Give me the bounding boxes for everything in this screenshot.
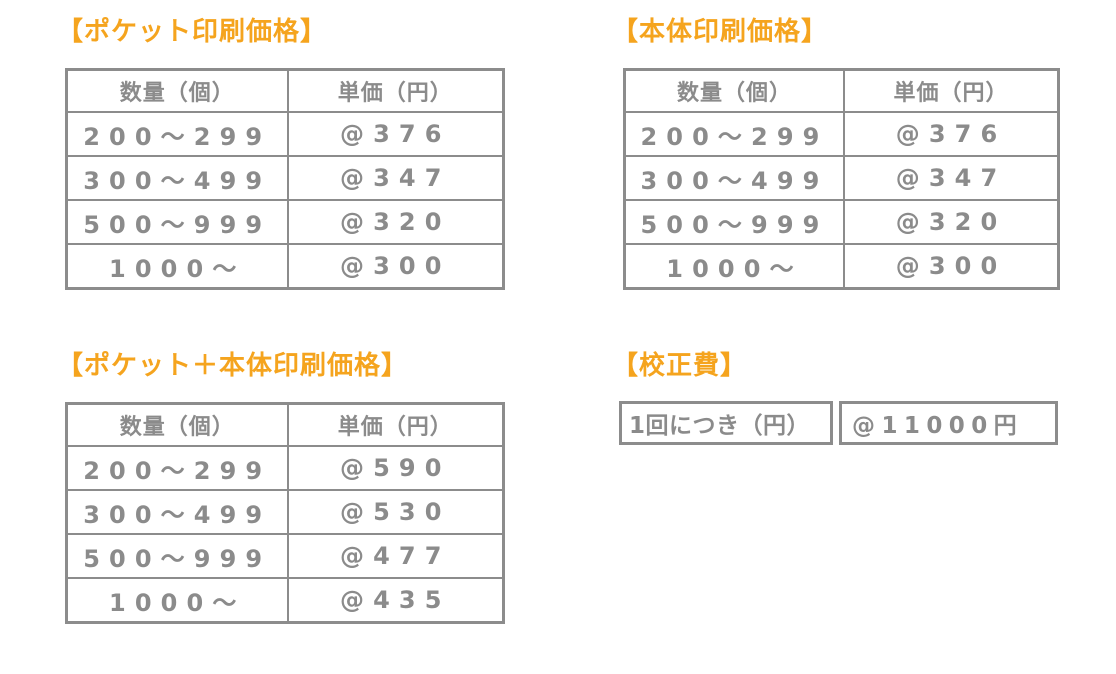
quantity-range-cell: 1000～ bbox=[623, 243, 845, 290]
table-row: 200～299 @376 bbox=[623, 111, 1060, 157]
table-row: 200～299 @590 bbox=[65, 445, 505, 491]
unit-price-cell: @300 bbox=[843, 243, 1060, 290]
quantity-range-cell: 300～499 bbox=[65, 489, 289, 535]
table-row: 300～499 @530 bbox=[65, 489, 505, 535]
quantity-range-cell: 200～299 bbox=[65, 111, 289, 157]
unit-price-header: 単価（円） bbox=[286, 402, 505, 447]
body-print-price-table: 数量（個） 単価（円） 200～299 @376 300～499 @347 50… bbox=[623, 68, 1060, 290]
table-header-row: 数量（個） 単価（円） bbox=[65, 68, 505, 113]
unit-price-cell: @320 bbox=[286, 199, 505, 245]
section-title-body-print: 【本体印刷価格】 bbox=[612, 17, 829, 47]
unit-price-cell: @300 bbox=[286, 243, 505, 290]
unit-price-cell: @347 bbox=[286, 155, 505, 201]
section-title-pocket-plus-body: 【ポケット＋本体印刷価格】 bbox=[57, 351, 409, 381]
unit-price-cell: @477 bbox=[286, 533, 505, 579]
section-title-proof-fee: 【校正費】 bbox=[612, 351, 748, 381]
quantity-range-cell: 500～999 bbox=[65, 533, 289, 579]
pocket-plus-body-price-table: 数量（個） 単価（円） 200～299 @590 300～499 @530 50… bbox=[65, 402, 505, 624]
table-row: 300～499 @347 bbox=[65, 155, 505, 201]
quantity-range-cell: 500～999 bbox=[623, 199, 845, 245]
quantity-range-cell: 1000～ bbox=[65, 577, 289, 624]
unit-price-cell: @376 bbox=[286, 111, 505, 157]
unit-price-header: 単価（円） bbox=[286, 68, 505, 113]
table-row: 1000～ @300 bbox=[65, 243, 505, 290]
quantity-header: 数量（個） bbox=[65, 402, 289, 447]
table-row: 500～999 @320 bbox=[65, 199, 505, 245]
unit-price-header: 単価（円） bbox=[843, 68, 1060, 113]
proof-fee-label-cell: 1回につき（円） bbox=[619, 401, 833, 445]
unit-price-cell: @320 bbox=[843, 199, 1060, 245]
quantity-range-cell: 300～499 bbox=[65, 155, 289, 201]
quantity-header: 数量（個） bbox=[623, 68, 845, 113]
proof-fee-value-cell: @11000円 bbox=[839, 401, 1058, 445]
unit-price-cell: @590 bbox=[286, 445, 505, 491]
pocket-print-price-table: 数量（個） 単価（円） 200～299 @376 300～499 @347 50… bbox=[65, 68, 505, 290]
proof-fee-table: 1回につき（円） @11000円 bbox=[619, 401, 1058, 445]
quantity-range-cell: 1000～ bbox=[65, 243, 289, 290]
table-row: 500～999 @320 bbox=[623, 199, 1060, 245]
table-row: 300～499 @347 bbox=[623, 155, 1060, 201]
unit-price-cell: @376 bbox=[843, 111, 1060, 157]
table-row: 1000～ @300 bbox=[623, 243, 1060, 290]
table-header-row: 数量（個） 単価（円） bbox=[65, 402, 505, 447]
unit-price-cell: @530 bbox=[286, 489, 505, 535]
table-header-row: 数量（個） 単価（円） bbox=[623, 68, 1060, 113]
table-row: 200～299 @376 bbox=[65, 111, 505, 157]
quantity-range-cell: 500～999 bbox=[65, 199, 289, 245]
table-row: 500～999 @477 bbox=[65, 533, 505, 579]
quantity-range-cell: 300～499 bbox=[623, 155, 845, 201]
section-title-pocket-print: 【ポケット印刷価格】 bbox=[57, 17, 328, 47]
quantity-range-cell: 200～299 bbox=[65, 445, 289, 491]
unit-price-cell: @347 bbox=[843, 155, 1060, 201]
quantity-header: 数量（個） bbox=[65, 68, 289, 113]
quantity-range-cell: 200～299 bbox=[623, 111, 845, 157]
table-row: 1000～ @435 bbox=[65, 577, 505, 624]
unit-price-cell: @435 bbox=[286, 577, 505, 624]
